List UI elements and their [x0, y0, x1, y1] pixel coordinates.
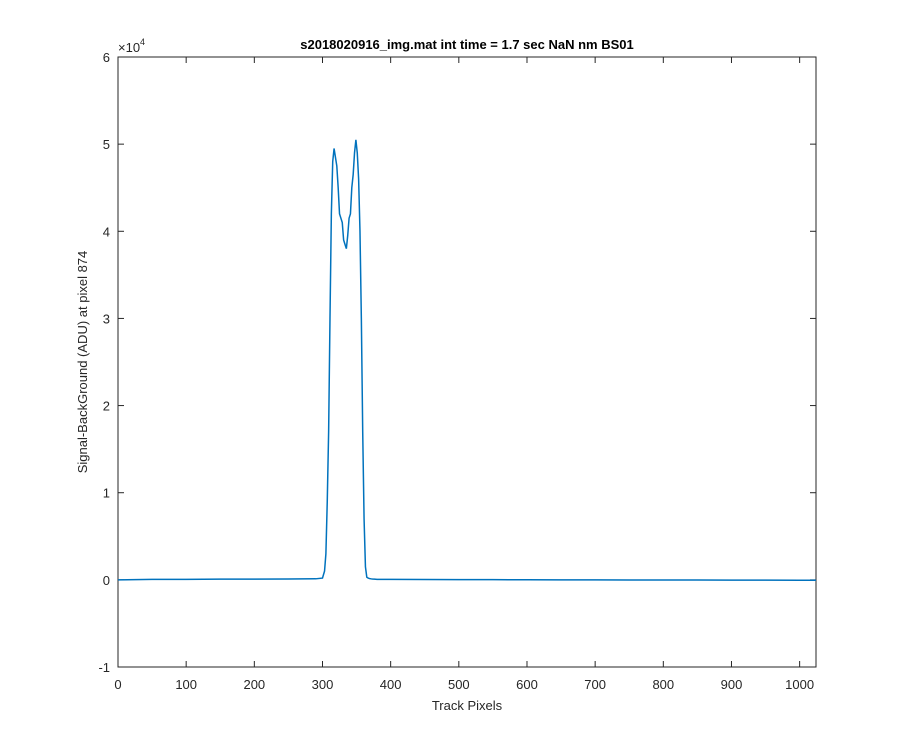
- x-tick-label: 0: [114, 677, 121, 692]
- y-tick-label: -1: [98, 660, 110, 675]
- plot-area: 0 100 200 300 400 500 600 700 800 900 1000 -1 0 1 2 3 4…: [98, 50, 817, 692]
- x-tick-label: 100: [175, 677, 197, 692]
- y-tick-label: 2: [103, 399, 110, 414]
- x-axis: 0 100 200 300 400 500 600 700 800 900 1000: [114, 57, 814, 692]
- y-tick-label: 6: [103, 50, 110, 65]
- y-axis-label: Signal-BackGround (ADU) at pixel 874: [75, 251, 90, 474]
- x-tick-label: 300: [312, 677, 334, 692]
- y-axis-exponent: ×10 4: [118, 37, 145, 55]
- x-tick-label: 700: [584, 677, 606, 692]
- x-tick-label: 200: [243, 677, 265, 692]
- x-tick-label: 900: [721, 677, 743, 692]
- y-tick-label: 3: [103, 311, 110, 326]
- y-tick-label: 5: [103, 137, 110, 152]
- y-tick-label: 0: [103, 573, 110, 588]
- y-exponent-power: 4: [140, 37, 145, 47]
- chart-title: s2018020916_img.mat int time = 1.7 sec N…: [300, 37, 634, 52]
- y-tick-label: 4: [103, 224, 110, 239]
- x-tick-label: 800: [652, 677, 674, 692]
- y-exponent-base: ×10: [118, 40, 140, 55]
- y-axis: -1 0 1 2 3 4 5 6: [98, 50, 816, 675]
- x-tick-label: 500: [448, 677, 470, 692]
- x-tick-label: 600: [516, 677, 538, 692]
- x-axis-label: Track Pixels: [432, 698, 503, 713]
- x-tick-label: 1000: [785, 677, 814, 692]
- axes-box: [117, 56, 817, 668]
- x-tick-label: 400: [380, 677, 402, 692]
- y-tick-label: 1: [103, 486, 110, 501]
- series-line: [117, 139, 816, 581]
